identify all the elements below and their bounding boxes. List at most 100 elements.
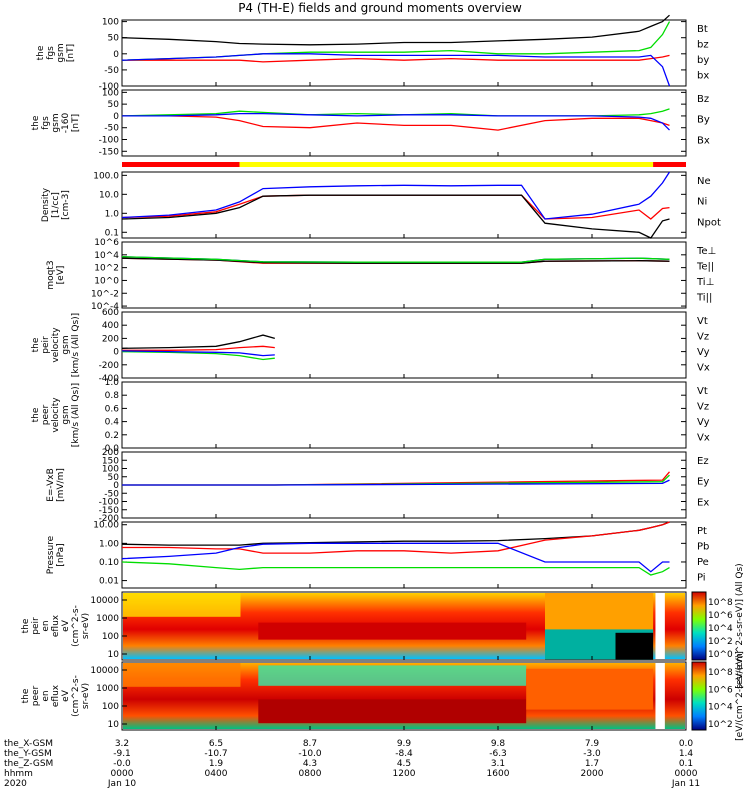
ephemeris-value: -3.0 [583,749,601,759]
y-tick-label: 10.0 [99,190,119,200]
legend-label: Vz [697,332,709,343]
ephemeris-value: 3.2 [115,739,129,749]
y-axis-label: Density [41,187,51,222]
ephemeris-value: 9.8 [491,739,506,749]
y-axis-label: [nT] [71,114,81,132]
colorbar-tick-label: 10^6 [708,611,733,621]
legend-label: Npot [697,217,721,228]
spectrogram-region [258,699,527,724]
y-tick-label: -100 [99,136,120,146]
legend-label: Pt [697,526,707,537]
legend-label: Te|| [696,262,714,273]
y-tick-label: -400 [99,374,120,384]
y-tick-label: 10.00 [93,521,119,531]
y-tick-label: 0.1 [105,228,119,238]
y-tick-label: -150 [99,147,120,157]
legend-label: Vz [697,402,709,413]
y-tick-label: 0 [113,112,119,122]
ephemeris-value: 1.9 [209,759,224,769]
y-axis-label: peir [31,617,41,635]
y-tick-label: 10^2 [94,264,119,274]
y-axis-label: eflux [51,614,61,637]
x-axis-ephemeris: the_X-GSM 3.2 6.5 8.7 9.9 9.8 7.9 0.0 the_Y-GSM -… [4,739,700,789]
y-axis-label: eV [61,619,71,632]
series-line-Te|| [121,257,670,264]
ephemeris-value: -10.7 [204,749,227,759]
legend-label: bz [697,40,709,51]
legend-label: by [697,55,709,66]
colorbar-scale [691,661,707,731]
chart-title: P4 (TH-E) fields and ground moments over… [238,1,522,15]
legend-label: Te⊥ [696,246,716,257]
panel-density: 100.0 10.0 1.0 0.1 Ne Ni Npot Density [1/cc] [cm-… [41,171,721,239]
spectrogram-region [258,665,527,686]
y-tick-label: 10^-4 [91,302,119,312]
y-axis-label: [km/s (All Qs)] [71,383,81,447]
ephemeris-value: -10.0 [298,749,322,759]
spectrogram-region [258,622,527,640]
ephemeris-row-label: 2020 [4,779,27,789]
ephemeris-value: 2000 [581,769,604,779]
y-tick-label: 0.10 [99,558,119,568]
legend-label: Vy [697,417,710,428]
y-tick-label: 1000 [96,684,119,694]
legend-label: Ni [697,197,707,208]
y-tick-label: -100 [99,498,120,508]
y-tick-label: 100 [102,465,119,475]
y-tick-label: 400 [102,321,119,331]
y-axis-label: sr-eV) [81,683,91,709]
series-line-Ni [121,194,670,239]
legend-label: Ti⊥ [696,277,714,288]
y-axis-label: Pressure [46,535,56,574]
y-tick-label: 1000 [96,614,119,624]
y-tick-label: 0 [113,481,119,491]
series-line-Pe [121,561,670,576]
ephemeris-value: 0000 [111,769,134,779]
panel-fgs-cut: 100 50 0 -50 -100-150 Bz By Bx the fgs gsm -160 [nT] [31,88,710,157]
y-tick-label: 100 [102,632,119,642]
series-line-Pt [121,521,670,546]
y-axis-label: the [31,337,41,352]
panel-peir-eflux: 10000 1000 100 10 10^8 10^6 10^4 10^2 10^0 [eV/(c… [21,563,745,688]
ephemeris-value: 0.1 [679,759,693,769]
spectrogram-region [545,593,654,634]
panel-frame [121,521,687,589]
y-axis-label: -160 [61,113,71,134]
data-gap [655,663,665,729]
y-axis-label: sr-eV) [81,613,91,639]
y-tick-label: 100 [102,88,119,98]
colorbar-tick-label: 10^8 [708,668,733,678]
panel-temperature: 10^6 10^4 10^2 10^0 10^-2 10^-4 Te⊥ Te|| Ti⊥ Ti||… [46,238,716,312]
series-line-Pi [121,542,670,573]
y-tick-label: 10^-2 [91,289,119,299]
series-line-bz [122,54,670,63]
y-tick-label: 200 [102,334,119,344]
y-axis-label: [1/cc] [51,192,61,218]
y-axis-label: en [41,690,51,701]
mode-bar [122,162,686,167]
legend-label: bx [697,71,709,82]
ephemeris-value: 0800 [299,769,322,779]
ephemeris-value: 0.0 [679,739,694,749]
y-tick-label: 100.0 [93,171,119,181]
mode-bar-segment [239,162,654,167]
legend-label: By [697,115,710,126]
ephemeris-value: Jan 10 [107,779,136,789]
y-axis-label: gsm [61,405,71,424]
ephemeris-value: 4.5 [397,759,411,769]
y-tick-label: 600 [102,308,119,318]
ephemeris-value: 9.9 [397,739,412,749]
colorbar: 10^8 10^6 10^4 10^2 10^0 [eV/(cm^2-s-sr-eV)] … [691,563,745,689]
colorbar: 10^8 10^6 10^4 10^2 [eV/(cm^2-s-sr-eV)] [691,651,745,741]
y-tick-label: 1.00 [99,539,119,549]
ephemeris-row-label: the_Z-GSM [4,759,53,769]
series-line-Npot [121,171,671,220]
spectrogram-region [615,632,654,660]
legend-label: Bt [697,24,708,35]
y-axis-label: (cm^2-s- [71,605,81,647]
y-tick-label: 50 [108,34,120,44]
y-axis-label: en [41,620,51,631]
y-axis-label: eV [61,689,71,702]
y-tick-label: 0.8 [105,391,120,401]
